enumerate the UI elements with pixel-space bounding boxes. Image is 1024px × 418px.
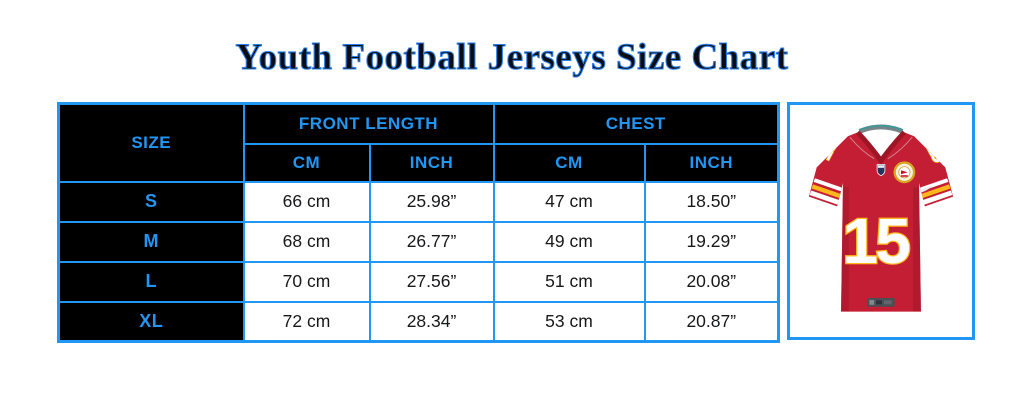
front-length-inch-value: 25.98” [368, 180, 495, 223]
front-length-cm-value: 72 cm [242, 300, 371, 343]
chest-cm-value: 47 cm [492, 180, 646, 223]
chest-inch-header: INCH [643, 142, 780, 183]
jersey-illustration: 15 15 15 [808, 124, 954, 312]
chest-cm-value: 51 cm [492, 260, 646, 303]
size-chart-section: SIZE FRONT LENGTH CHEST CM INCH CM INCH … [57, 102, 1024, 343]
front-length-cm-value: 66 cm [242, 180, 371, 223]
nfl-shield-logo [876, 164, 886, 177]
front-length-inch-value: 28.34” [368, 300, 495, 343]
size-label: S [57, 180, 245, 223]
chest-number: 15 [842, 205, 909, 277]
front-length-inch-value: 27.56” [368, 260, 495, 303]
front-length-group-header: FRONT LENGTH [242, 102, 495, 145]
front-length-inch-value: 26.77” [368, 220, 495, 263]
size-label: XL [57, 300, 245, 343]
front-length-cm-value: 70 cm [242, 260, 371, 303]
size-column-header: SIZE [57, 102, 245, 183]
chest-cm-value: 49 cm [492, 220, 646, 263]
collar-v-trim [855, 130, 907, 165]
front-length-inch-header: INCH [368, 142, 495, 183]
table-row: L 70 cm 27.56” 51 cm 20.08” [57, 260, 780, 303]
jersey-product-image: 15 15 15 [787, 102, 975, 340]
chest-inch-value: 20.87” [643, 300, 780, 343]
size-label: M [57, 220, 245, 263]
left-sleeve-stripes [809, 178, 844, 205]
size-label: L [57, 260, 245, 303]
front-length-cm-value: 68 cm [242, 220, 371, 263]
chest-cm-value: 53 cm [492, 300, 646, 343]
chest-inch-value: 20.08” [643, 260, 780, 303]
chest-cm-header: CM [492, 142, 646, 183]
table-row: S 66 cm 25.98” 47 cm 18.50” [57, 180, 780, 223]
right-sleeve-stripes [918, 178, 953, 205]
table-row: M 68 cm 26.77” 49 cm 19.29” [57, 220, 780, 263]
hem-jocktag [867, 297, 895, 307]
team-patch [893, 161, 916, 184]
chest-inch-value: 19.29” [643, 220, 780, 263]
table-row: XL 72 cm 28.34” 53 cm 20.87” [57, 300, 780, 343]
size-chart-table: SIZE FRONT LENGTH CHEST CM INCH CM INCH … [57, 102, 780, 343]
page-title: Youth Football Jerseys Size Chart [235, 36, 789, 78]
collar-back-band [858, 124, 904, 134]
swoosh-icon [919, 185, 934, 193]
chest-inch-value: 18.50” [643, 180, 780, 223]
front-length-cm-header: CM [242, 142, 371, 183]
chest-group-header: CHEST [492, 102, 780, 145]
